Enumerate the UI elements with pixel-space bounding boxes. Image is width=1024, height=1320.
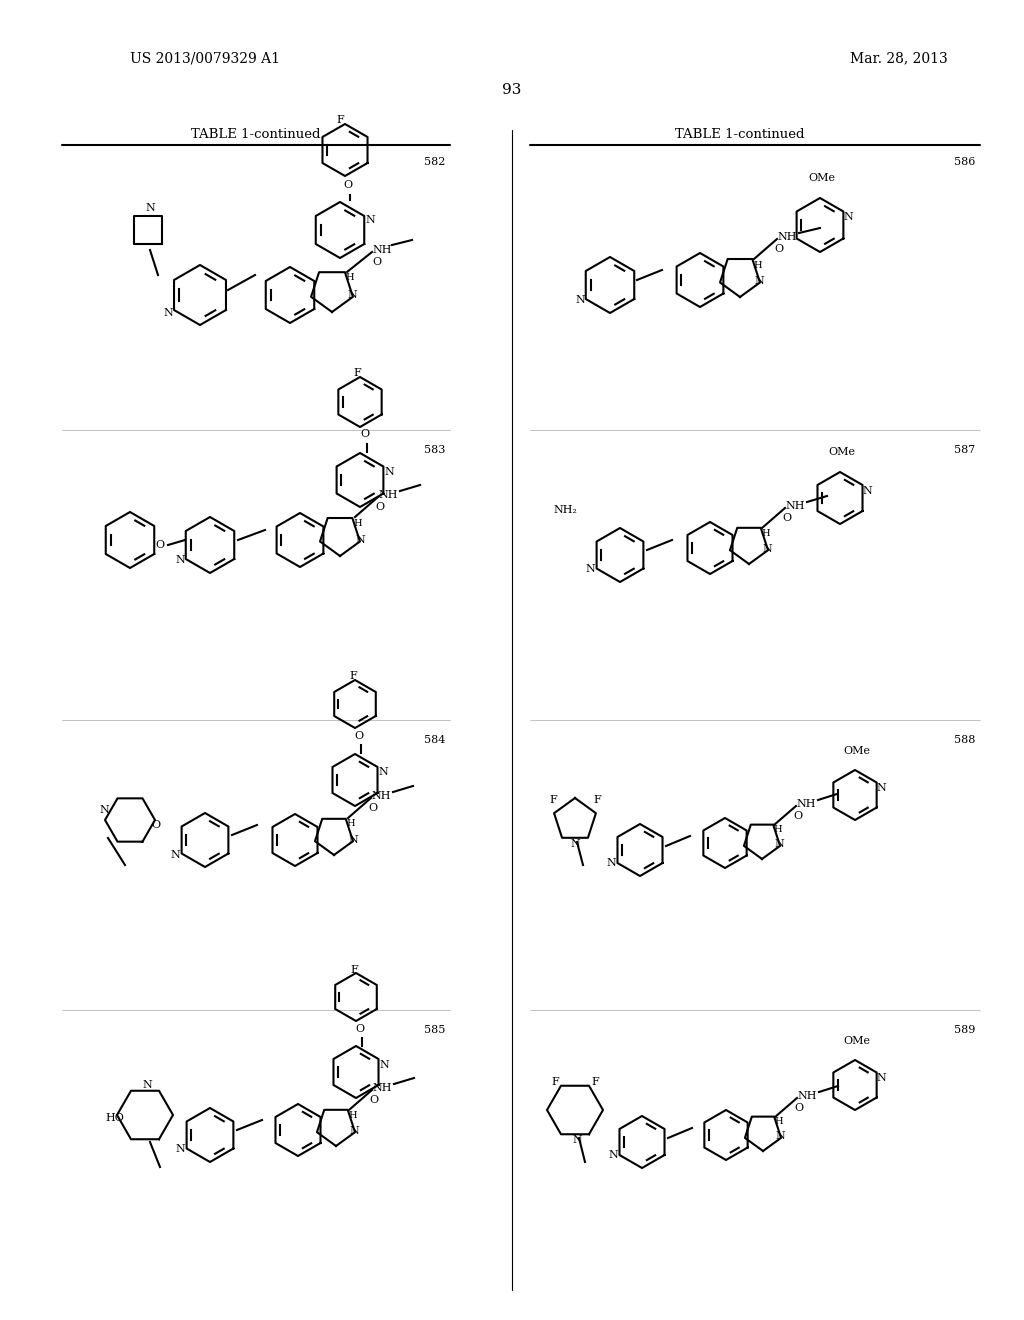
- Text: O: O: [369, 803, 378, 813]
- Text: O: O: [795, 1104, 804, 1113]
- Text: N: N: [585, 564, 595, 574]
- Text: N: N: [575, 294, 585, 305]
- Text: Mar. 28, 2013: Mar. 28, 2013: [850, 51, 948, 65]
- Text: NH: NH: [777, 232, 797, 242]
- Text: NH: NH: [378, 490, 397, 500]
- Text: H: H: [774, 825, 782, 834]
- Text: H: H: [762, 528, 770, 537]
- Text: TABLE 1-continued: TABLE 1-continued: [191, 128, 321, 141]
- Text: N: N: [142, 1080, 152, 1090]
- Text: NH: NH: [373, 246, 392, 255]
- Text: O: O: [782, 513, 792, 523]
- Text: N: N: [349, 1126, 358, 1137]
- Text: 586: 586: [953, 157, 975, 168]
- Text: F: F: [353, 368, 360, 378]
- Text: HO: HO: [105, 1113, 125, 1123]
- Text: O: O: [373, 257, 382, 267]
- Text: 588: 588: [953, 735, 975, 744]
- Text: H: H: [754, 260, 762, 269]
- Text: F: F: [549, 795, 557, 805]
- Text: N: N: [862, 486, 871, 496]
- Text: N: N: [754, 276, 764, 286]
- Text: N: N: [606, 858, 615, 869]
- Text: O: O: [152, 820, 161, 830]
- Text: O: O: [343, 180, 352, 190]
- Text: N: N: [384, 467, 394, 477]
- Text: NH₂: NH₂: [553, 506, 577, 515]
- Text: 582: 582: [424, 157, 445, 168]
- Text: O: O: [774, 244, 783, 253]
- Text: F: F: [551, 1077, 559, 1086]
- Text: O: O: [370, 1096, 379, 1105]
- Text: H: H: [775, 1118, 783, 1126]
- Text: NH: NH: [797, 799, 816, 809]
- Text: N: N: [175, 554, 185, 565]
- Text: N: N: [347, 290, 357, 300]
- Text: NH: NH: [373, 1082, 392, 1093]
- Text: N: N: [570, 840, 580, 849]
- Text: N: N: [877, 783, 886, 793]
- Text: N: N: [366, 215, 375, 224]
- Text: N: N: [175, 1144, 185, 1154]
- Text: 589: 589: [953, 1026, 975, 1035]
- Text: O: O: [360, 429, 370, 440]
- Text: N: N: [355, 535, 365, 545]
- Text: N: N: [170, 850, 180, 861]
- Text: O: O: [156, 540, 165, 550]
- Text: US 2013/0079329 A1: US 2013/0079329 A1: [130, 51, 280, 65]
- Text: N: N: [348, 836, 357, 845]
- Text: OMe: OMe: [809, 173, 836, 183]
- Text: O: O: [794, 810, 803, 821]
- Text: H: H: [353, 519, 362, 528]
- Text: F: F: [349, 671, 357, 681]
- Text: 587: 587: [953, 445, 975, 455]
- Text: N: N: [378, 767, 388, 777]
- Text: N: N: [379, 1060, 389, 1071]
- Text: O: O: [354, 731, 364, 741]
- Text: H: H: [347, 820, 355, 829]
- Text: 93: 93: [503, 83, 521, 96]
- Text: N: N: [762, 544, 772, 554]
- Text: TABLE 1-continued: TABLE 1-continued: [675, 128, 805, 141]
- Text: N: N: [572, 1135, 582, 1144]
- Text: H: H: [346, 273, 354, 282]
- Text: NH: NH: [785, 502, 805, 511]
- Text: N: N: [145, 203, 155, 213]
- Text: OMe: OMe: [828, 447, 855, 457]
- Text: F: F: [350, 965, 357, 975]
- Text: NH: NH: [798, 1092, 817, 1101]
- Text: 585: 585: [424, 1026, 445, 1035]
- Text: N: N: [99, 805, 109, 814]
- Text: N: N: [775, 1131, 784, 1140]
- Text: 584: 584: [424, 735, 445, 744]
- Text: F: F: [593, 795, 601, 805]
- Text: OMe: OMe: [844, 746, 870, 756]
- Text: O: O: [355, 1024, 365, 1034]
- Text: N: N: [608, 1150, 617, 1160]
- Text: O: O: [376, 502, 385, 512]
- Text: 583: 583: [424, 445, 445, 455]
- Text: F: F: [591, 1077, 599, 1086]
- Text: N: N: [843, 213, 853, 222]
- Text: OMe: OMe: [844, 1036, 870, 1045]
- Text: NH: NH: [372, 791, 391, 801]
- Text: N: N: [163, 308, 173, 318]
- Text: F: F: [336, 115, 344, 125]
- Text: N: N: [877, 1073, 886, 1082]
- Text: H: H: [349, 1110, 357, 1119]
- Text: N: N: [774, 840, 784, 849]
